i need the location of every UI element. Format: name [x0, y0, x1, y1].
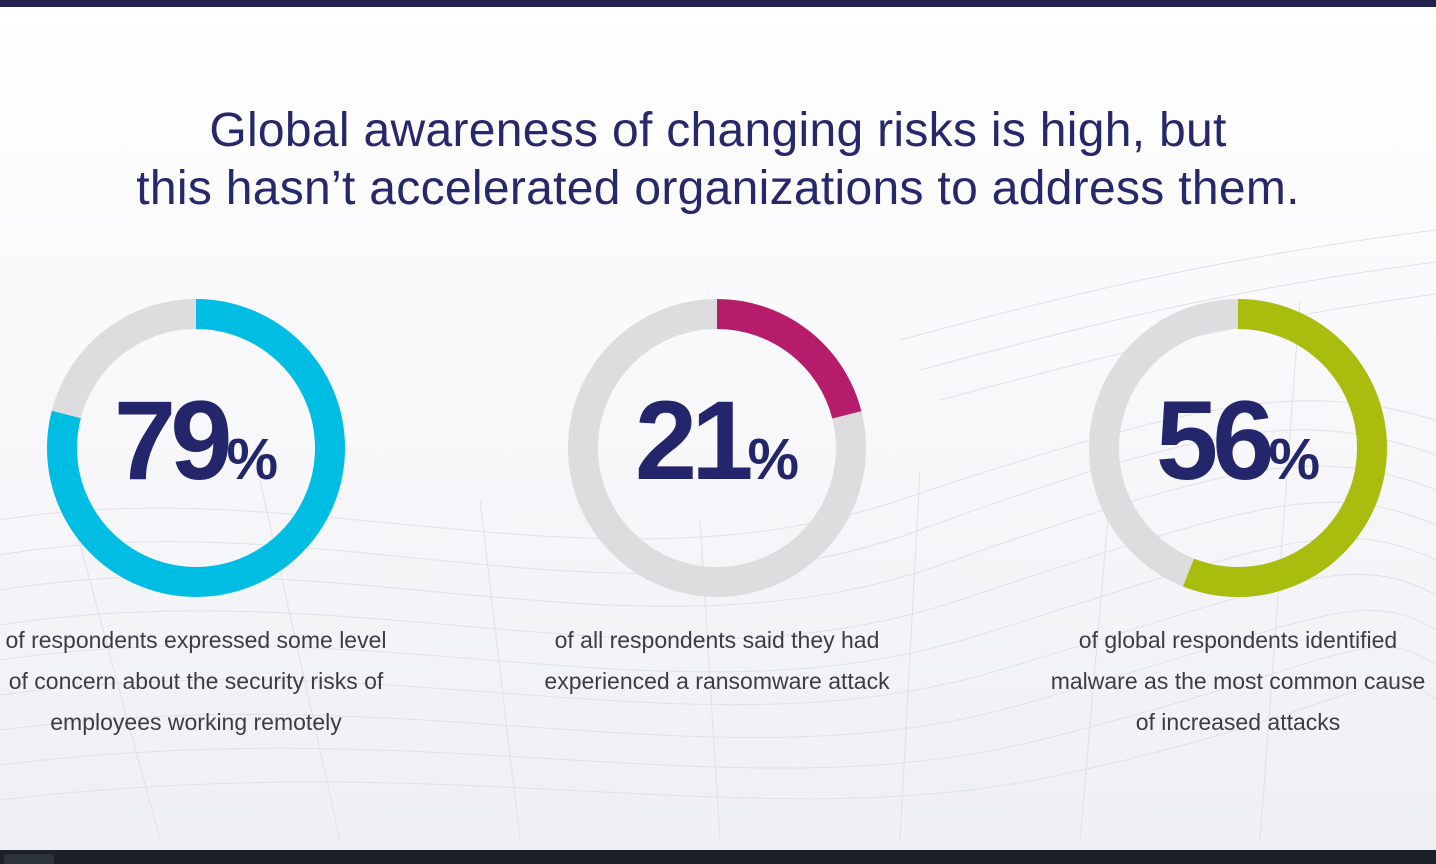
stat-caption: of all respondents said they had experie… — [544, 627, 890, 694]
percent-sign: % — [226, 427, 279, 492]
stat-value: 79% — [46, 376, 346, 506]
title-line-2: this hasn’t accelerated organizations to… — [136, 162, 1300, 215]
donut-chart-remote-work — [47, 299, 345, 597]
donut-chart-ransomware — [568, 299, 866, 597]
stat-value: 21% — [567, 376, 867, 506]
title-line-1: Global awareness of changing risks is hi… — [209, 104, 1227, 157]
stat-caption: of respondents expressed some level of c… — [5, 627, 387, 735]
donut-chart-malware — [1089, 299, 1387, 597]
donut-arc-malware — [1089, 299, 1387, 597]
stat-number: 79 — [113, 378, 233, 503]
stat-number: 56 — [1155, 378, 1275, 503]
donut-arc-ransomware — [568, 299, 866, 597]
stat-value: 56% — [1088, 376, 1388, 506]
bottom-tab — [4, 854, 54, 864]
stat-caption: of global respondents identified malware… — [1050, 627, 1426, 735]
bottom-bar — [0, 850, 1436, 864]
top-bar — [0, 0, 1436, 7]
stat-number: 21 — [634, 378, 754, 503]
page-title: Global awareness of changing risks is hi… — [0, 102, 1436, 218]
donut-arc-remote-work — [47, 299, 345, 597]
percent-sign: % — [747, 427, 800, 492]
percent-sign: % — [1268, 427, 1321, 492]
